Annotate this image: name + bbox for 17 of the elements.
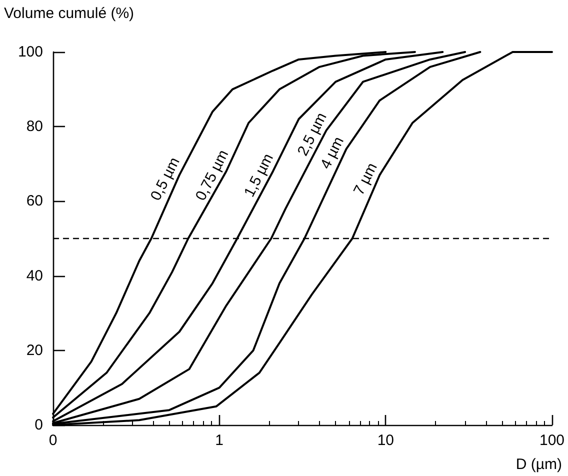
x-tick-label: 0 [48, 432, 58, 449]
x-tick-label: 1 [215, 432, 224, 449]
y-axis-title: Volume cumulé (%) [4, 5, 134, 22]
x-tick-label: 10 [377, 432, 394, 449]
x-tick-label: 100 [539, 432, 565, 449]
text: 0,5 µm [147, 154, 184, 204]
y-tick-label: 60 [26, 192, 43, 210]
y-tick-label: 40 [26, 267, 43, 284]
y-tick-label: 80 [26, 118, 43, 136]
text: 4 µm [317, 134, 348, 172]
x-axis-title: D (µm) [516, 456, 562, 473]
y-tick-label: 100 [18, 44, 43, 60]
text: 1,5 µm [240, 150, 277, 200]
y-tick-label: 0 [34, 416, 43, 434]
text: 7 µm [350, 160, 381, 198]
y-tick-label: 20 [26, 342, 43, 359]
text: 0,75 µm [192, 147, 232, 204]
